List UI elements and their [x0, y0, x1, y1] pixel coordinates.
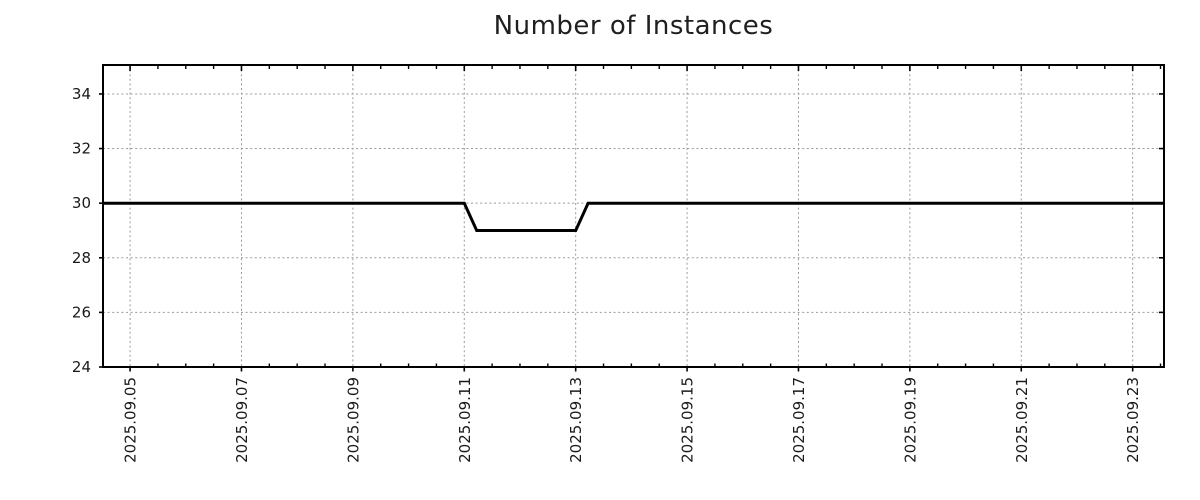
- y-tick-label: 32: [72, 140, 91, 158]
- y-tick-label: 28: [72, 249, 91, 267]
- y-tick-label: 30: [72, 194, 91, 212]
- chart-title: Number of Instances: [493, 11, 774, 41]
- plot-border: [102, 64, 1165, 368]
- x-tick-label: 2025.09.07: [233, 377, 251, 463]
- x-tick-label: 2025.09.17: [790, 377, 808, 463]
- y-tick-label: 24: [72, 358, 91, 376]
- x-tick-label: 2025.09.09: [344, 377, 362, 463]
- x-tick-label: 2025.09.23: [1124, 377, 1142, 463]
- x-tick-label: 2025.09.13: [567, 377, 585, 463]
- x-tick-label: 2025.09.11: [456, 377, 474, 463]
- x-tick-label: 2025.09.19: [901, 377, 919, 463]
- y-tick-label: 34: [72, 85, 91, 103]
- x-tick-label: 2025.09.21: [1013, 377, 1031, 463]
- x-tick-label: 2025.09.15: [679, 377, 697, 463]
- x-tick-label: 2025.09.05: [122, 377, 140, 463]
- data-line: [103, 201, 1164, 232]
- y-tick-label: 26: [72, 303, 91, 321]
